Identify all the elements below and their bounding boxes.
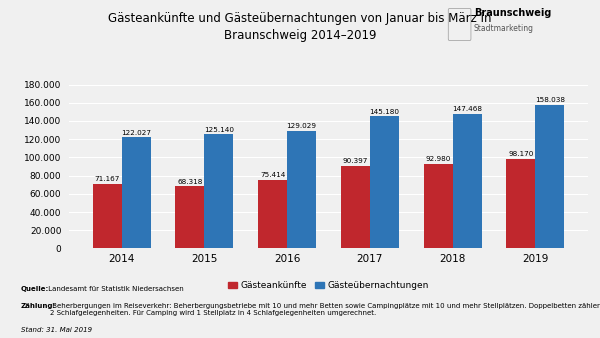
Text: 75.414: 75.414 [260,172,286,178]
Text: 98.170: 98.170 [508,151,533,158]
Text: Braunschweig 2014–2019: Braunschweig 2014–2019 [224,29,376,42]
Text: Gästeankünfte und Gästeübernachtungen von Januar bis März in: Gästeankünfte und Gästeübernachtungen vo… [108,12,492,25]
Bar [287,131,316,248]
Bar [424,164,452,248]
Bar [452,114,482,248]
Bar [92,184,122,248]
Text: 129.029: 129.029 [287,123,317,129]
Text: 147.468: 147.468 [452,106,482,113]
Text: Stadtmarketing: Stadtmarketing [474,24,534,33]
Bar [205,135,233,248]
Text: Beherbergungen im Reiseverkehr: Beherbergungsbetriebe mit 10 und mehr Betten sow: Beherbergungen im Reiseverkehr: Beherber… [50,303,600,315]
Text: Zählung:: Zählung: [21,303,56,309]
Text: 92.980: 92.980 [425,156,451,162]
Bar [341,166,370,248]
Text: 122.027: 122.027 [121,130,151,136]
Text: 71.167: 71.167 [94,176,120,182]
Bar [122,137,151,248]
Text: Stand: 31. Mai 2019: Stand: 31. Mai 2019 [21,327,92,333]
Bar [370,116,399,248]
Text: 125.140: 125.140 [204,127,234,133]
Bar [506,159,535,248]
Legend: Gästeankünfte, Gästeübernachtungen: Gästeankünfte, Gästeübernachtungen [225,277,432,294]
Text: Landesamt für Statistik Niedersachsen: Landesamt für Statistik Niedersachsen [46,286,184,292]
Text: Braunschweig: Braunschweig [474,8,551,19]
Text: 68.318: 68.318 [177,178,203,185]
Text: Quelle:: Quelle: [21,286,49,292]
Text: 158.038: 158.038 [535,97,565,103]
Text: 90.397: 90.397 [343,159,368,165]
Text: 145.180: 145.180 [370,108,400,115]
Bar [535,104,565,248]
Bar [175,186,205,248]
Bar [258,180,287,248]
